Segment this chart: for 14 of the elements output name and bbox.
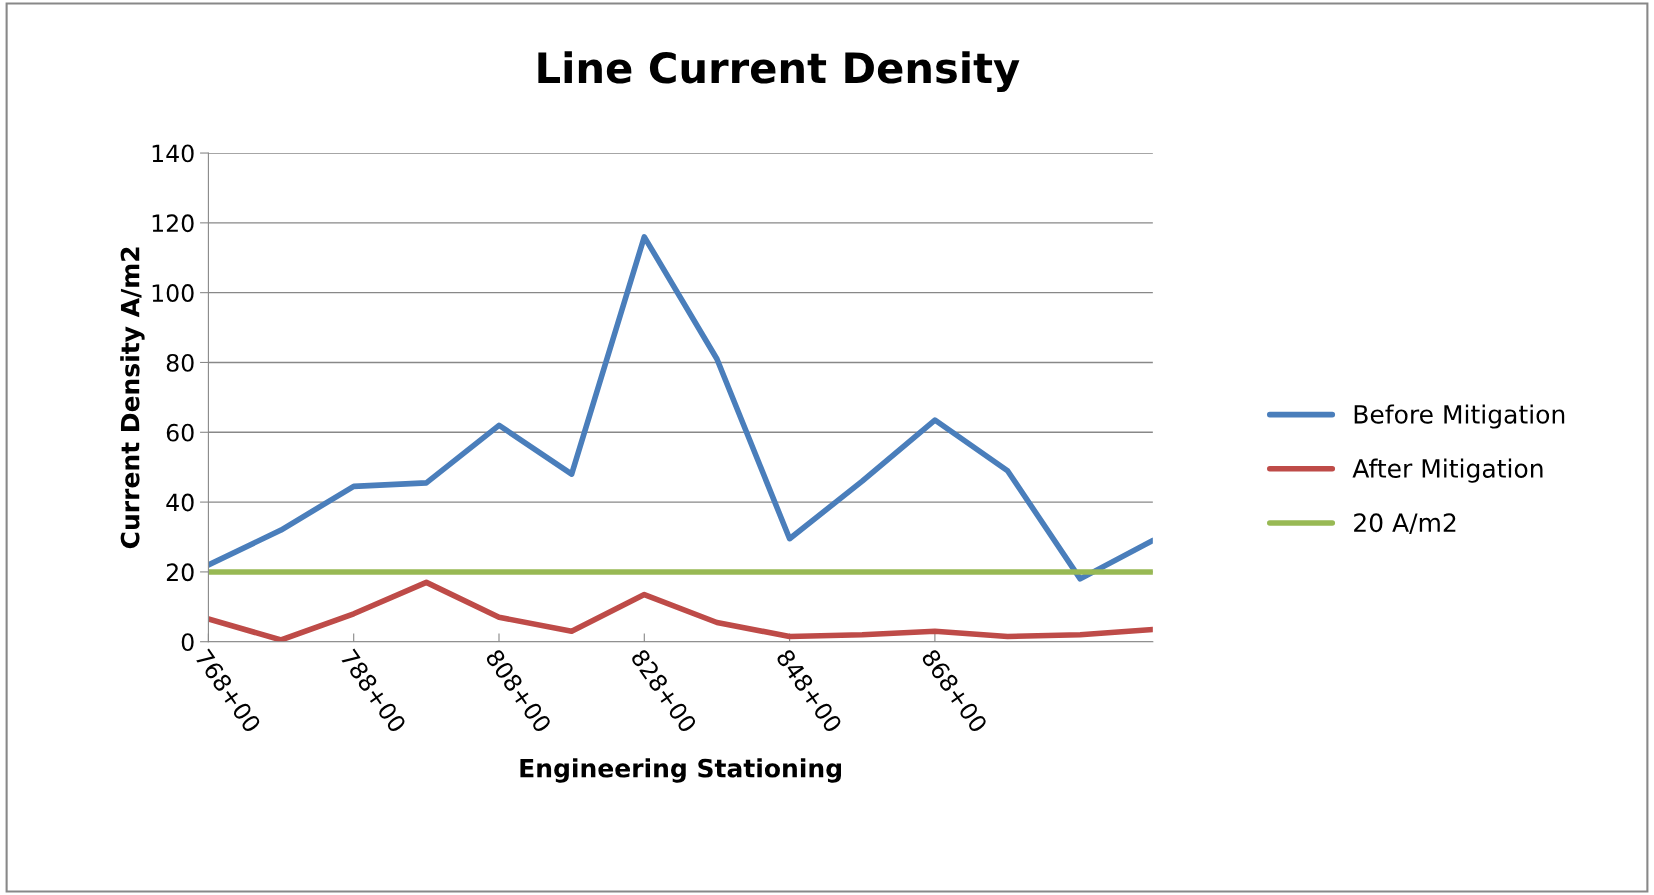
- y-tick-label: 60: [166, 423, 194, 442]
- chart-title: Line Current Density: [538, 51, 1020, 92]
- y-tick-label: 40: [166, 493, 194, 512]
- y-axis-title: Current Density A/m2: [120, 247, 145, 549]
- y-tick-label: 80: [166, 353, 194, 372]
- y-tick-label: 120: [152, 214, 194, 233]
- legend-label: Before Mitigation: [1354, 404, 1565, 429]
- y-tick-label: 0: [181, 633, 194, 652]
- x-axis-title: Engineering Stationing: [520, 758, 841, 783]
- y-tick-label: 140: [152, 144, 194, 163]
- y-tick-label: 100: [152, 284, 194, 302]
- legend-label: 20 A/m2: [1354, 513, 1456, 535]
- y-tick-label: 20: [166, 563, 194, 582]
- legend-label: After Mitigation: [1352, 458, 1543, 483]
